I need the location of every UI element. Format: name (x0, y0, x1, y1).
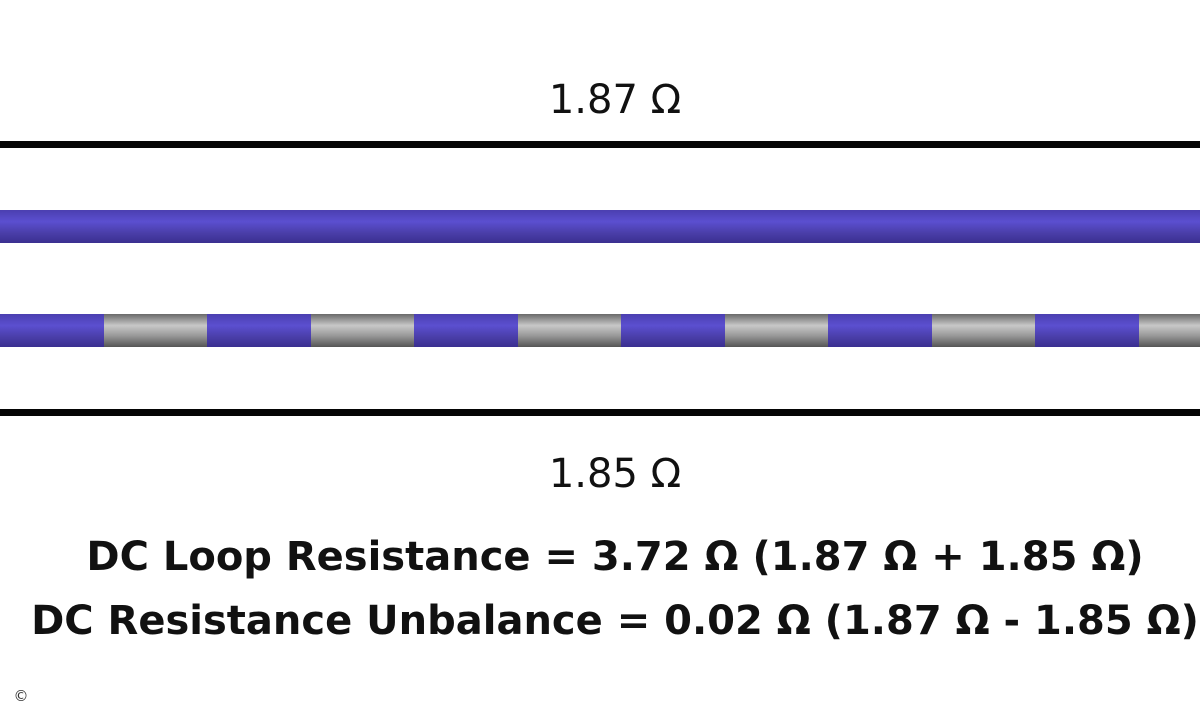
bottom-resistance-label: 1.85 Ω (548, 451, 682, 497)
top-resistance-label: 1.87 Ω (548, 77, 682, 123)
wire-stripe-blue (207, 314, 311, 347)
wire-stripe-blue (621, 314, 725, 347)
wire-stripe-blue (414, 314, 518, 347)
dc-loop-resistance-formula: DC Loop Resistance = 3.72 Ω (1.87 Ω + 1.… (86, 534, 1144, 580)
wire-stripe-gray (310, 314, 414, 347)
wire-stripe-blue (0, 314, 104, 347)
solid-blue-wire (0, 210, 1200, 243)
wire-stripe-blue (1035, 314, 1139, 347)
copyright-icon: © (13, 687, 29, 705)
wire-stripe-gray (724, 314, 828, 347)
dc-resistance-unbalance-formula: DC Resistance Unbalance = 0.02 Ω (1.87 Ω… (31, 598, 1199, 644)
wire-stripe-gray (103, 314, 207, 347)
top-divider-line (0, 141, 1200, 148)
bottom-divider-line (0, 409, 1200, 416)
wire-stripe-gray (931, 314, 1035, 347)
wire-stripe-gray (517, 314, 621, 347)
wire-stripe-blue (828, 314, 932, 347)
striped-blue-white-wire (0, 314, 1200, 347)
wire-stripe-gray (1138, 314, 1200, 347)
